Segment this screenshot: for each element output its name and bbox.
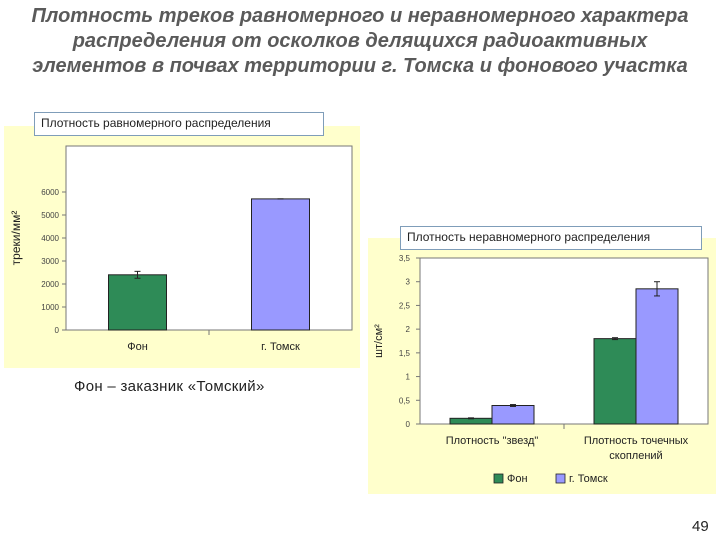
bar-tomsk bbox=[635, 288, 679, 425]
y-tick-label: 0 bbox=[55, 326, 60, 335]
x-category-label: г. Томск bbox=[261, 341, 300, 353]
y-tick-label: 5000 bbox=[41, 211, 59, 220]
y-tick-label: 1 bbox=[406, 373, 411, 382]
bar-fon bbox=[593, 338, 637, 425]
y-axis-label: шт/см² bbox=[373, 324, 385, 358]
y-tick-label: 4000 bbox=[41, 234, 59, 243]
y-tick-label: 2,5 bbox=[399, 301, 411, 310]
y-tick-label: 3000 bbox=[41, 257, 59, 266]
x-category-label: Плотность точечных bbox=[584, 435, 689, 447]
slide-title: Плотность треков равномерного и неравном… bbox=[0, 4, 720, 79]
bar-tomsk bbox=[251, 198, 310, 331]
y-tick-label: 3,5 bbox=[399, 254, 411, 263]
legend-label: г. Томск bbox=[569, 473, 608, 485]
y-tick-label: 3 bbox=[406, 278, 411, 287]
error-bar bbox=[654, 281, 660, 297]
y-tick-label: 2 bbox=[406, 325, 411, 334]
bar-tomsk bbox=[491, 405, 535, 425]
y-tick-label: 0 bbox=[406, 420, 411, 429]
chart-2-label-box: Плотность неравномерного распределения bbox=[400, 226, 702, 250]
error-bar bbox=[134, 270, 141, 279]
y-tick-label: 1,5 bbox=[399, 349, 411, 358]
y-tick-label: 1000 bbox=[41, 303, 59, 312]
title-line-2: распределения от осколков делящихся ради… bbox=[72, 30, 648, 52]
chart-1-uniform-density: 0 1000 2000 3000 4000 5000 6000 треки/мм² Фон г. … bbox=[9, 145, 353, 353]
page-number: 49 bbox=[692, 518, 709, 535]
y-tick-label: 6000 bbox=[41, 188, 59, 197]
legend-swatch bbox=[493, 473, 504, 484]
chart-2-nonuniform-density: 0 0,5 1 1,5 2 2,5 3 3,5 шт/см² Плотность "звезд" П… bbox=[373, 254, 709, 485]
background-note: Фон – заказник «Томский» bbox=[74, 378, 265, 395]
error-bar bbox=[468, 417, 474, 420]
x-category-label: Фон bbox=[127, 341, 148, 353]
y-tick-label: 0,5 bbox=[399, 396, 411, 405]
title-line-3: элементов в почвах территории г. Томска … bbox=[32, 55, 688, 77]
title-line-1: Плотность треков равномерного и неравном… bbox=[31, 5, 689, 27]
bar-fon bbox=[108, 274, 167, 331]
x-category-label: Плотность "звезд" bbox=[446, 435, 539, 447]
legend-label: Фон bbox=[507, 473, 528, 485]
legend-swatch bbox=[555, 473, 566, 484]
error-bar bbox=[510, 404, 516, 407]
chart-1-label-box: Плотность равномерного распределения bbox=[34, 112, 324, 136]
error-bar bbox=[612, 337, 618, 341]
y-axis-label: треки/мм² bbox=[9, 211, 23, 266]
x-category-label: скоплений bbox=[609, 450, 662, 462]
y-tick-label: 2000 bbox=[41, 280, 59, 289]
